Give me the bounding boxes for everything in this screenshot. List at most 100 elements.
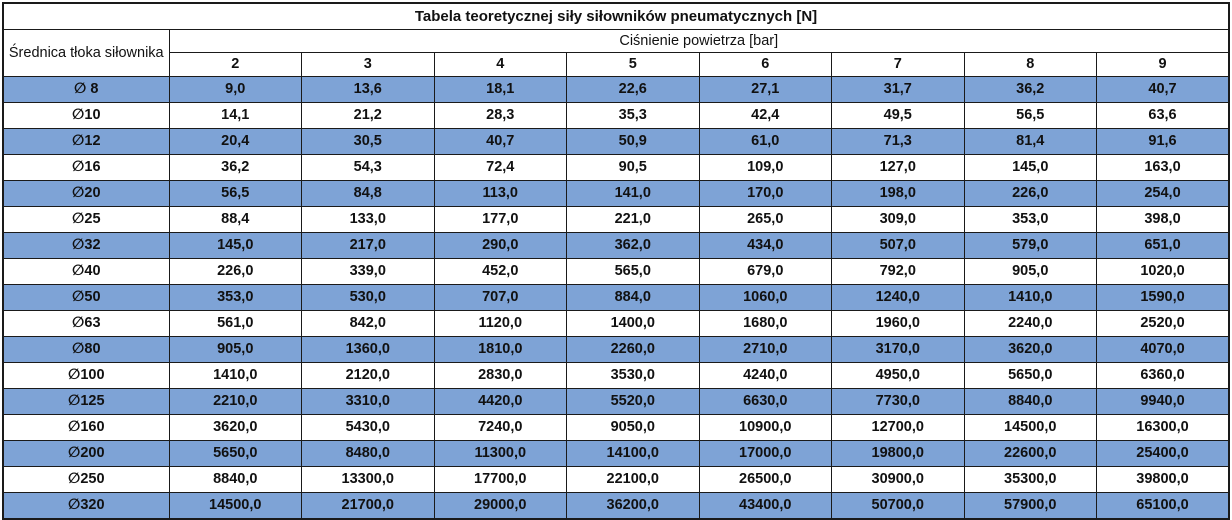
diameter-cell: ∅25 xyxy=(2,206,170,233)
table-row: ∅10 14,1 21,2 28,3 35,3 42,4 49,5 56,5 63,6 xyxy=(2,102,1230,129)
force-cell: 6630,0 xyxy=(698,388,832,415)
force-cell: 9,0 xyxy=(168,76,302,103)
force-cell: 22100,0 xyxy=(566,466,700,493)
force-cell: 72,4 xyxy=(433,154,567,181)
force-cell: 4240,0 xyxy=(698,362,832,389)
force-cell: 254,0 xyxy=(1096,180,1230,207)
force-cell: 5520,0 xyxy=(566,388,700,415)
force-cell: 56,5 xyxy=(168,180,302,207)
force-cell: 43400,0 xyxy=(698,492,832,520)
force-cell: 3170,0 xyxy=(831,336,965,363)
force-cell: 4420,0 xyxy=(433,388,567,415)
pressure-header-cell: 3 xyxy=(301,52,435,77)
force-cell: 3620,0 xyxy=(168,414,302,441)
force-cell: 1680,0 xyxy=(698,310,832,337)
force-cell: 2710,0 xyxy=(698,336,832,363)
force-cell: 1590,0 xyxy=(1096,284,1230,311)
diameter-cell: ∅125 xyxy=(2,388,170,415)
diameter-cell: ∅32 xyxy=(2,232,170,259)
table-row: ∅25 88,4 133,0 177,0 221,0 265,0 309,0 353,0 398… xyxy=(2,206,1230,233)
force-cell: 9940,0 xyxy=(1096,388,1230,415)
force-cell: 42,4 xyxy=(698,102,832,129)
table-row: ∅63 561,0 842,0 1120,0 1400,0 1680,0 1960,0 224… xyxy=(2,310,1230,337)
diameter-cell: ∅10 xyxy=(2,102,170,129)
force-cell: 353,0 xyxy=(963,206,1097,233)
force-cell: 2120,0 xyxy=(301,362,435,389)
force-cell: 226,0 xyxy=(168,258,302,285)
force-cell: 226,0 xyxy=(963,180,1097,207)
force-cell: 36,2 xyxy=(168,154,302,181)
force-cell: 1810,0 xyxy=(433,336,567,363)
force-cell: 5650,0 xyxy=(168,440,302,467)
force-cell: 35,3 xyxy=(566,102,700,129)
force-cell: 88,4 xyxy=(168,206,302,233)
force-cell: 91,6 xyxy=(1096,128,1230,155)
force-cell: 6360,0 xyxy=(1096,362,1230,389)
force-cell: 217,0 xyxy=(301,232,435,259)
force-cell: 21,2 xyxy=(301,102,435,129)
force-cell: 1400,0 xyxy=(566,310,700,337)
force-cell: 1960,0 xyxy=(831,310,965,337)
force-cell: 707,0 xyxy=(433,284,567,311)
force-cell: 27,1 xyxy=(698,76,832,103)
force-cell: 7240,0 xyxy=(433,414,567,441)
force-cell: 13,6 xyxy=(301,76,435,103)
diameter-cell: ∅20 xyxy=(2,180,170,207)
table-row: ∅100 1410,0 2120,0 2830,0 3530,0 4240,0 4950,0… xyxy=(2,362,1230,389)
diameter-cell: ∅80 xyxy=(2,336,170,363)
force-cell: 40,7 xyxy=(1096,76,1230,103)
force-cell: 579,0 xyxy=(963,232,1097,259)
force-cell: 1410,0 xyxy=(168,362,302,389)
force-cell: 2830,0 xyxy=(433,362,567,389)
force-cell: 71,3 xyxy=(831,128,965,155)
force-cell: 31,7 xyxy=(831,76,965,103)
force-cell: 565,0 xyxy=(566,258,700,285)
force-cell: 1410,0 xyxy=(963,284,1097,311)
diameter-column-header: Średnica tłoka siłownika xyxy=(2,29,170,77)
table-row: ∅250 8840,0 13300,0 17700,0 22100,0 26500,0 30… xyxy=(2,466,1230,493)
force-cell: 163,0 xyxy=(1096,154,1230,181)
force-cell: 54,3 xyxy=(301,154,435,181)
pressure-header-cell: 9 xyxy=(1096,52,1230,77)
table-row: ∅40 226,0 339,0 452,0 565,0 679,0 792,0 905,0 10… xyxy=(2,258,1230,285)
force-cell: 561,0 xyxy=(168,310,302,337)
table-row: ∅200 5650,0 8480,0 11300,0 14100,0 17000,0 198… xyxy=(2,440,1230,467)
force-cell: 141,0 xyxy=(566,180,700,207)
force-cell: 905,0 xyxy=(168,336,302,363)
force-cell: 17700,0 xyxy=(433,466,567,493)
force-cell: 35300,0 xyxy=(963,466,1097,493)
diameter-cell: ∅160 xyxy=(2,414,170,441)
force-cell: 50,9 xyxy=(566,128,700,155)
force-cell: 530,0 xyxy=(301,284,435,311)
force-cell: 36,2 xyxy=(963,76,1097,103)
table-row: ∅160 3620,0 5430,0 7240,0 9050,0 10900,0 12700… xyxy=(2,414,1230,441)
diameter-cell: ∅12 xyxy=(2,128,170,155)
table-group-header-row: Średnica tłoka siłownika Ciśnienie powie… xyxy=(2,29,1230,77)
pressure-header-cell: 5 xyxy=(566,52,700,77)
diameter-cell: ∅250 xyxy=(2,466,170,493)
force-cell: 14100,0 xyxy=(566,440,700,467)
force-cell: 353,0 xyxy=(168,284,302,311)
force-cell: 2240,0 xyxy=(963,310,1097,337)
diameter-cell: ∅50 xyxy=(2,284,170,311)
pressure-header-cell: 4 xyxy=(433,52,567,77)
force-cell: 21700,0 xyxy=(301,492,435,520)
force-cell: 18,1 xyxy=(433,76,567,103)
force-cell: 36200,0 xyxy=(566,492,700,520)
force-cell: 22,6 xyxy=(566,76,700,103)
diameter-cell: ∅200 xyxy=(2,440,170,467)
table-row: ∅32 145,0 217,0 290,0 362,0 434,0 507,0 579,0 65… xyxy=(2,232,1230,259)
force-cell: 905,0 xyxy=(963,258,1097,285)
force-cell: 1360,0 xyxy=(301,336,435,363)
force-cell: 13300,0 xyxy=(301,466,435,493)
force-cell: 434,0 xyxy=(698,232,832,259)
force-cell: 65100,0 xyxy=(1096,492,1230,520)
force-cell: 1120,0 xyxy=(433,310,567,337)
force-cell: 133,0 xyxy=(301,206,435,233)
force-cell: 2210,0 xyxy=(168,388,302,415)
force-cell: 309,0 xyxy=(831,206,965,233)
force-cell: 884,0 xyxy=(566,284,700,311)
force-cell: 452,0 xyxy=(433,258,567,285)
force-cell: 61,0 xyxy=(698,128,832,155)
